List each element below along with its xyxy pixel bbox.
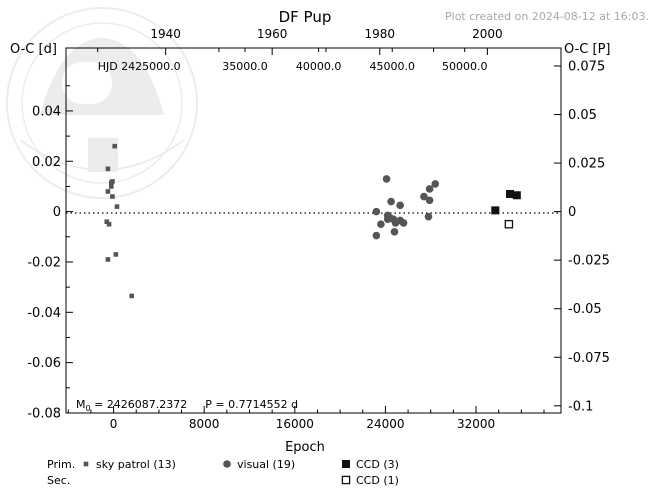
data-point-s0-9 bbox=[105, 257, 111, 262]
legend-label-0: sky patrol (13) bbox=[96, 458, 176, 471]
observatory-seal-watermark bbox=[6, 7, 198, 199]
y-tick-label-4: 0 bbox=[53, 205, 61, 220]
year-tick-label-2: 1980 bbox=[364, 27, 395, 41]
legend-row-label-1: Sec. bbox=[47, 474, 70, 487]
series-0 bbox=[104, 143, 134, 299]
series-3 bbox=[504, 219, 514, 229]
data-point-s1-0 bbox=[372, 207, 381, 216]
data-point-s0-12 bbox=[109, 180, 114, 185]
data-point-s0-1 bbox=[105, 166, 111, 172]
hjd-tick-label-1: 35000.0 bbox=[222, 60, 268, 73]
x-tick-label-4: 32000 bbox=[457, 417, 495, 431]
phase-tick-label-6: -0.075 bbox=[568, 351, 610, 366]
phase-tick-label-2: 0.025 bbox=[568, 157, 605, 172]
year-tick-label-3: 2000 bbox=[472, 27, 503, 41]
data-point-s1-15 bbox=[425, 196, 434, 205]
hjd-tick-label-2: 40000.0 bbox=[296, 60, 342, 73]
data-point-s0-11 bbox=[129, 293, 134, 299]
data-point-s2-2 bbox=[512, 191, 521, 200]
data-point-s0-8 bbox=[106, 221, 112, 227]
elements-period: P = 0.7714552 d bbox=[205, 398, 298, 411]
phase-tick-label-5: -0.05 bbox=[568, 302, 602, 317]
axis-ticks: 0 8000 16000 24000 32000 -0.08 -0.06 -0.04 -0.02… bbox=[27, 27, 610, 431]
legend: Prim. Sec. sky patrol (13) visual (19) CCD (… bbox=[47, 458, 399, 487]
legend-marker-3 bbox=[341, 475, 351, 485]
x-tick-label-1: 8000 bbox=[189, 417, 220, 431]
legend-row-label-0: Prim. bbox=[47, 458, 75, 471]
y-tick-label-1: -0.06 bbox=[27, 356, 61, 371]
x-tick-label-0: 0 bbox=[110, 417, 118, 431]
y-tick-label-6: 0.04 bbox=[32, 104, 61, 119]
data-point-s1-6 bbox=[387, 197, 395, 206]
y-axis-label-right: O-C [P] bbox=[564, 42, 610, 57]
data-point-s0-0 bbox=[112, 143, 118, 149]
phase-tick-label-4: -0.025 bbox=[568, 254, 610, 269]
data-point-s1-17 bbox=[424, 212, 433, 221]
y-tick-label-0: -0.08 bbox=[27, 407, 61, 422]
data-point-s1-13 bbox=[420, 192, 428, 201]
elements-m0: 2426087.2372 bbox=[107, 398, 187, 411]
data-point-s1-12 bbox=[399, 219, 408, 227]
data-point-s2-0 bbox=[491, 206, 500, 215]
series-2 bbox=[491, 190, 521, 215]
y-tick-label-3: -0.02 bbox=[27, 255, 61, 270]
y-tick-label-5: 0.02 bbox=[32, 155, 61, 170]
legend-label-1: visual (19) bbox=[237, 458, 295, 471]
legend-marker-1 bbox=[223, 460, 231, 468]
legend-label-2: CCD (3) bbox=[356, 458, 399, 471]
y-axis-label-left: O-C [d] bbox=[10, 42, 57, 57]
data-point-s0-7 bbox=[104, 219, 110, 224]
data-point-s1-3 bbox=[382, 175, 391, 183]
elements-label: M0 = 2426087.2372 P = 0.7714552 d bbox=[76, 398, 298, 413]
data-point-s1-18 bbox=[386, 214, 394, 222]
phase-tick-label-7: -0.1 bbox=[568, 399, 593, 414]
data-point-s0-10 bbox=[113, 252, 119, 257]
hjd-tick-label-3: 45000.0 bbox=[369, 60, 415, 73]
data-point-s1-14 bbox=[425, 185, 434, 193]
x-tick-label-2: 16000 bbox=[276, 417, 314, 431]
data-point-s0-5 bbox=[110, 194, 115, 199]
hjd-tick-label-0: HJD 2425000.0 bbox=[98, 60, 181, 73]
x-axis-label: Epoch bbox=[285, 440, 325, 455]
year-tick-label-0: 1940 bbox=[150, 27, 181, 41]
phase-tick-label-1: 0.05 bbox=[568, 108, 597, 123]
series-1 bbox=[372, 175, 440, 240]
data-point-s2-1 bbox=[506, 190, 515, 198]
phase-tick-label-3: 0 bbox=[568, 205, 576, 220]
legend-marker-0 bbox=[83, 461, 89, 467]
chart-title: DF Pup bbox=[279, 8, 332, 26]
plot-created-note: Plot created on 2024-08-12 at 16:03. bbox=[445, 10, 649, 23]
hjd-tick-label-4: 50000.0 bbox=[442, 60, 488, 73]
data-point-s0-6 bbox=[114, 204, 120, 209]
data-point-s1-16 bbox=[431, 180, 440, 188]
year-tick-label-1: 1960 bbox=[257, 27, 288, 41]
plot-area bbox=[65, 47, 562, 414]
legend-marker-2 bbox=[342, 460, 350, 468]
legend-label-3: CCD (1) bbox=[356, 474, 399, 487]
phase-tick-label-0: 0.075 bbox=[568, 59, 605, 74]
data-point-s1-10 bbox=[396, 201, 404, 210]
x-tick-label-3: 24000 bbox=[366, 417, 404, 431]
data-point-s0-4 bbox=[105, 189, 111, 194]
data-point-s3-0 bbox=[504, 219, 514, 229]
data-point-s1-1 bbox=[377, 220, 385, 229]
y-tick-label-2: -0.04 bbox=[27, 306, 61, 321]
data-point-s1-2 bbox=[372, 231, 381, 240]
data-point-s1-9 bbox=[390, 227, 399, 236]
data-point-s0-3 bbox=[109, 184, 114, 189]
data-points bbox=[104, 143, 521, 299]
